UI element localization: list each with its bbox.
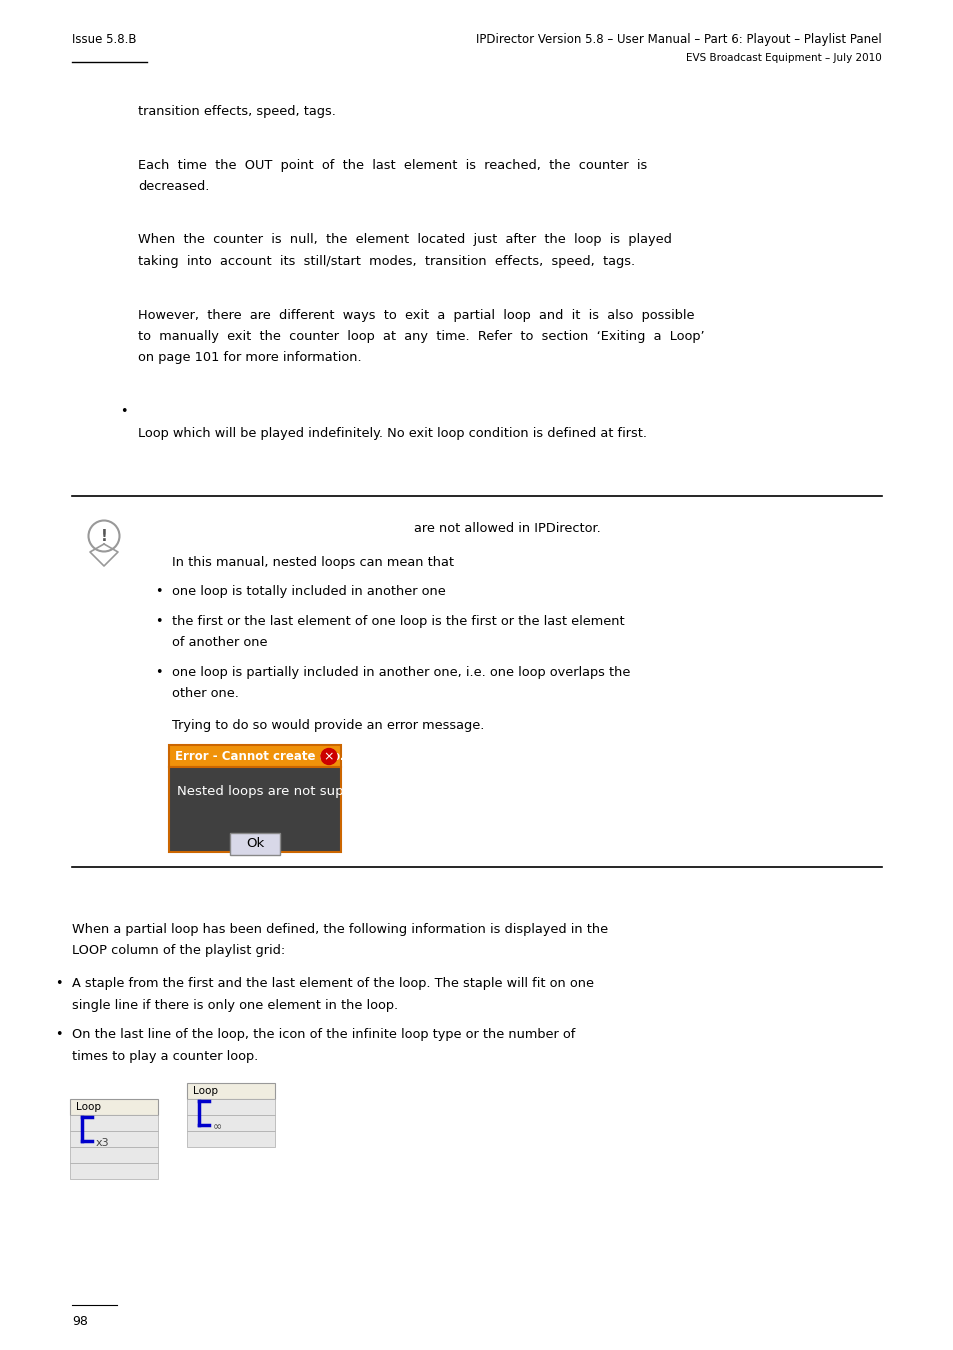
FancyBboxPatch shape xyxy=(70,1164,158,1180)
Text: IPDirector Version 5.8 – User Manual – Part 6: Playout – Playlist Panel: IPDirector Version 5.8 – User Manual – P… xyxy=(476,32,882,46)
Text: Nested loops are not supported: Nested loops are not supported xyxy=(177,786,387,798)
FancyBboxPatch shape xyxy=(187,1115,274,1131)
Text: However,  there  are  different  ways  to  exit  a  partial  loop  and  it  is  : However, there are different ways to exi… xyxy=(138,309,694,321)
Text: times to play a counter loop.: times to play a counter loop. xyxy=(71,1050,258,1062)
Text: one loop is totally included in another one: one loop is totally included in another … xyxy=(172,586,445,598)
Text: A staple from the first and the last element of the loop. The staple will fit on: A staple from the first and the last ele… xyxy=(71,977,594,991)
Text: Error - Cannot create a p…ti…: Error - Cannot create a p…ti… xyxy=(174,751,373,763)
Text: to  manually  exit  the  counter  loop  at  any  time.  Refer  to  section  ‘Exi: to manually exit the counter loop at any… xyxy=(138,329,704,343)
Text: When a partial loop has been defined, the following information is displayed in : When a partial loop has been defined, th… xyxy=(71,922,607,936)
FancyBboxPatch shape xyxy=(187,1099,274,1115)
FancyBboxPatch shape xyxy=(70,1148,158,1164)
Text: one loop is partially included in another one, i.e. one loop overlaps the: one loop is partially included in anothe… xyxy=(172,666,630,679)
FancyBboxPatch shape xyxy=(169,745,340,768)
Text: !: ! xyxy=(100,528,108,544)
FancyBboxPatch shape xyxy=(169,768,340,852)
Text: 98: 98 xyxy=(71,1315,88,1328)
Text: •: • xyxy=(120,405,128,418)
Text: •: • xyxy=(55,977,63,991)
Text: Ok: Ok xyxy=(246,837,264,850)
Text: •: • xyxy=(154,586,162,598)
Text: Issue 5.8.B: Issue 5.8.B xyxy=(71,32,136,46)
Text: Loop which will be played indefinitely. No exit loop condition is defined at fir: Loop which will be played indefinitely. … xyxy=(138,427,646,440)
FancyBboxPatch shape xyxy=(187,1131,274,1148)
Text: the first or the last element of one loop is the first or the last element: the first or the last element of one loo… xyxy=(172,616,624,628)
FancyBboxPatch shape xyxy=(187,1084,274,1099)
Text: When  the  counter  is  null,  the  element  located  just  after  the  loop  is: When the counter is null, the element lo… xyxy=(138,234,671,247)
Text: •: • xyxy=(55,1029,63,1041)
Text: ∞: ∞ xyxy=(213,1122,222,1133)
Text: EVS Broadcast Equipment – July 2010: EVS Broadcast Equipment – July 2010 xyxy=(685,53,882,63)
FancyBboxPatch shape xyxy=(230,833,280,855)
Text: taking  into  account  its  still/start  modes,  transition  effects,  speed,  t: taking into account its still/start mode… xyxy=(138,255,635,269)
Text: x3: x3 xyxy=(96,1138,110,1149)
Text: •: • xyxy=(154,616,162,628)
Text: Loop: Loop xyxy=(76,1103,101,1112)
Text: Trying to do so would provide an error message.: Trying to do so would provide an error m… xyxy=(172,720,484,732)
Text: Each  time  the  OUT  point  of  the  last  element  is  reached,  the  counter : Each time the OUT point of the last elem… xyxy=(138,158,646,171)
FancyBboxPatch shape xyxy=(70,1115,158,1131)
Circle shape xyxy=(320,748,336,764)
Text: •: • xyxy=(154,666,162,679)
Text: ×: × xyxy=(323,751,334,763)
Text: In this manual, nested loops can mean that: In this manual, nested loops can mean th… xyxy=(172,556,454,568)
Text: decreased.: decreased. xyxy=(138,180,209,193)
Text: On the last line of the loop, the icon of the infinite loop type or the number o: On the last line of the loop, the icon o… xyxy=(71,1029,575,1041)
FancyBboxPatch shape xyxy=(70,1131,158,1148)
Text: single line if there is only one element in the loop.: single line if there is only one element… xyxy=(71,999,397,1012)
FancyBboxPatch shape xyxy=(70,1099,158,1115)
Text: transition effects, speed, tags.: transition effects, speed, tags. xyxy=(138,105,335,117)
Text: LOOP column of the playlist grid:: LOOP column of the playlist grid: xyxy=(71,944,285,957)
Text: Loop: Loop xyxy=(193,1087,218,1096)
Text: other one.: other one. xyxy=(172,687,238,701)
Text: of another one: of another one xyxy=(172,636,267,649)
Text: on page 101 for more information.: on page 101 for more information. xyxy=(138,351,361,364)
Text: are not allowed in IPDirector.: are not allowed in IPDirector. xyxy=(414,522,599,535)
